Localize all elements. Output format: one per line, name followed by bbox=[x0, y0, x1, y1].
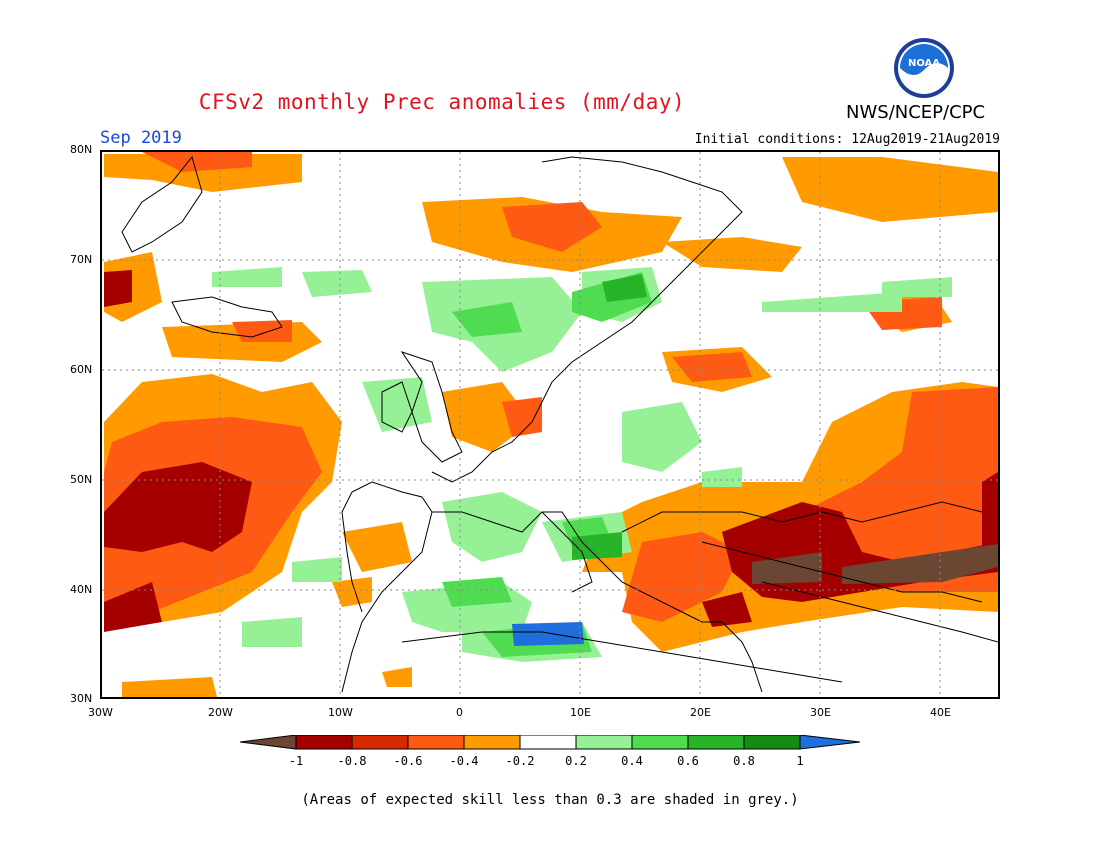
colorbar-label-6: 0.2 bbox=[565, 754, 587, 768]
colorbar-label-4: -0.4 bbox=[450, 754, 479, 768]
lat-label-40n: 40N bbox=[70, 583, 93, 596]
anomaly-brown-areas bbox=[752, 544, 998, 584]
colorbar-label-1: -1 bbox=[289, 754, 303, 768]
lon-label-30e: 30E bbox=[810, 706, 831, 719]
lat-label-80n: 80N bbox=[70, 143, 93, 156]
svg-text:NOAA: NOAA bbox=[908, 58, 940, 69]
lon-label-10e: 10E bbox=[570, 706, 591, 719]
colorbar: -1 -0.8 -0.6 -0.4 -0.2 0.2 0.4 0.6 0.8 1 bbox=[240, 735, 861, 768]
colorbar-label-2: -0.8 bbox=[338, 754, 367, 768]
anomaly-blue-areas bbox=[512, 622, 584, 646]
colorbar-segments bbox=[240, 735, 861, 750]
colorbar-segment-2 bbox=[351, 735, 409, 750]
anomaly-dark-green-areas bbox=[572, 274, 647, 560]
lat-label-60n: 60N bbox=[70, 363, 93, 376]
anomaly-map bbox=[100, 150, 1000, 699]
colorbar-segment-7 bbox=[631, 735, 689, 750]
colorbar-segment-4 bbox=[463, 735, 521, 750]
lon-label-40e: 40E bbox=[930, 706, 951, 719]
colorbar-label-10: 1 bbox=[796, 754, 803, 768]
lat-label-30n: 30N bbox=[70, 692, 93, 705]
anomaly-map-svg bbox=[102, 152, 998, 697]
colorbar-segment-1 bbox=[295, 735, 353, 750]
lon-label-30w: 30W bbox=[88, 706, 113, 719]
lat-label-70n: 70N bbox=[70, 253, 93, 266]
colorbar-label-9: 0.8 bbox=[733, 754, 755, 768]
colorbar-segment-6 bbox=[575, 735, 633, 750]
graticule bbox=[102, 152, 998, 697]
initial-conditions-label: Initial conditions: 12Aug2019-21Aug2019 bbox=[694, 132, 1000, 147]
colorbar-label-8: 0.6 bbox=[677, 754, 699, 768]
colorbar-segment-8 bbox=[687, 735, 745, 750]
colorbar-segment-3 bbox=[407, 735, 465, 750]
coastlines bbox=[121, 155, 998, 693]
lon-label-20w: 20W bbox=[208, 706, 233, 719]
lon-label-0: 0 bbox=[456, 706, 463, 719]
chart-title: CFSv2 monthly Prec anomalies (mm/day) bbox=[198, 90, 686, 114]
colorbar-segment-9 bbox=[743, 735, 801, 750]
month-label: Sep 2019 bbox=[100, 128, 182, 148]
colorbar-label-5: -0.2 bbox=[506, 754, 535, 768]
lon-label-20e: 20E bbox=[690, 706, 711, 719]
lon-label-10w: 10W bbox=[328, 706, 353, 719]
colorbar-label-3: -0.6 bbox=[394, 754, 423, 768]
colorbar-segment-5 bbox=[519, 735, 577, 750]
lat-label-50n: 50N bbox=[70, 473, 93, 486]
colorbar-labels: -1 -0.8 -0.6 -0.4 -0.2 0.2 0.4 0.6 0.8 1 bbox=[289, 754, 804, 768]
colorbar-segment-above-max bbox=[799, 735, 861, 750]
noaa-logo-icon: NOAA bbox=[894, 38, 954, 98]
colorbar-segment-below-min bbox=[240, 735, 297, 750]
skill-note: (Areas of expected skill less than 0.3 a… bbox=[301, 792, 799, 808]
org-label: NWS/NCEP/CPC bbox=[846, 102, 986, 123]
colorbar-label-7: 0.4 bbox=[621, 754, 643, 768]
